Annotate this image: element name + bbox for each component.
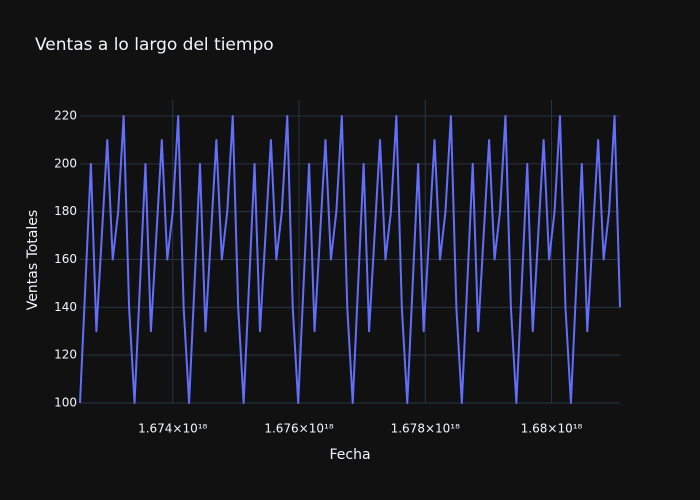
y-tick-label: 180 (54, 204, 77, 218)
chart-title: Ventas a lo largo del tiempo (35, 35, 274, 55)
y-tick-label: 140 (54, 300, 77, 314)
x-tick-label: 1.68×10¹⁸ (521, 422, 583, 436)
x-tick-label: 1.674×10¹⁸ (138, 422, 207, 436)
y-tick-label: 160 (54, 252, 77, 266)
line (79, 115, 621, 404)
x-tick-label: 1.676×10¹⁸ (264, 422, 333, 436)
y-axis-title: Ventas Totales (25, 210, 41, 310)
x-tick-label: 1.678×10¹⁸ (391, 422, 460, 436)
x-axis-title: Fecha (329, 447, 370, 463)
y-tick-label: 100 (54, 396, 77, 410)
y-tick-label: 120 (54, 348, 77, 362)
y-tick-label: 220 (54, 109, 77, 123)
y-tick-label: 200 (54, 156, 77, 170)
